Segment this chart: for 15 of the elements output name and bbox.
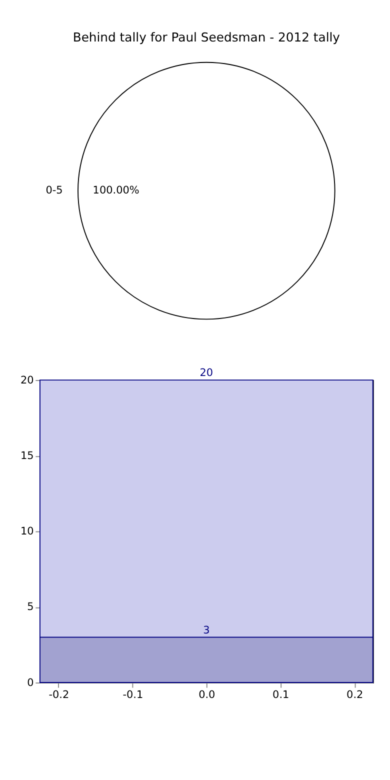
total-label: 20 bbox=[200, 367, 214, 380]
data-label: 3 bbox=[203, 624, 210, 636]
y-tick-label: 20 bbox=[20, 374, 34, 386]
slice-label: 0-5 bbox=[46, 184, 63, 197]
y-tick-label: 10 bbox=[20, 526, 34, 538]
x-tick-label: 0.0 bbox=[198, 689, 216, 702]
x-tick-label: 0.1 bbox=[272, 689, 290, 702]
x-tick-label: -0.1 bbox=[122, 689, 144, 702]
data-label: 100.00% bbox=[92, 184, 140, 197]
y-tick-label: 0 bbox=[27, 676, 34, 689]
y-tick-label: 15 bbox=[20, 450, 34, 462]
x-tick-label: -0.2 bbox=[48, 689, 70, 702]
chart-title: Behind tally for Paul Seedsman - 2012 tally bbox=[72, 30, 340, 44]
y-tick-label: 5 bbox=[27, 601, 34, 614]
x-tick-label: 0.2 bbox=[346, 689, 364, 702]
